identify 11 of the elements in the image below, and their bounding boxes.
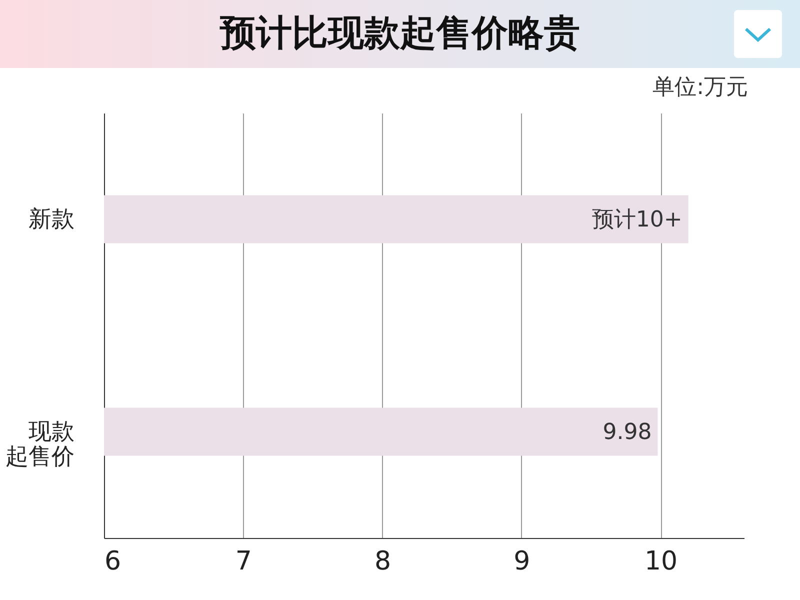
chart-title: 预计比现款起售价略贵 — [0, 0, 800, 68]
text: 单位:万元 — [652, 74, 749, 102]
data-label: 9.98 — [602, 420, 652, 445]
x-tick-label: 9 — [514, 546, 530, 576]
x-tick-label: 7 — [235, 546, 252, 576]
y-tick-label: 现款起售价 — [6, 418, 74, 470]
x-tick-label: 6 — [104, 546, 122, 576]
x-tick-label: 10 — [644, 546, 678, 576]
data-label: 预计10+ — [592, 207, 682, 232]
y-tick-label: 新款 — [28, 206, 74, 232]
x-tick-label: 8 — [374, 546, 392, 576]
